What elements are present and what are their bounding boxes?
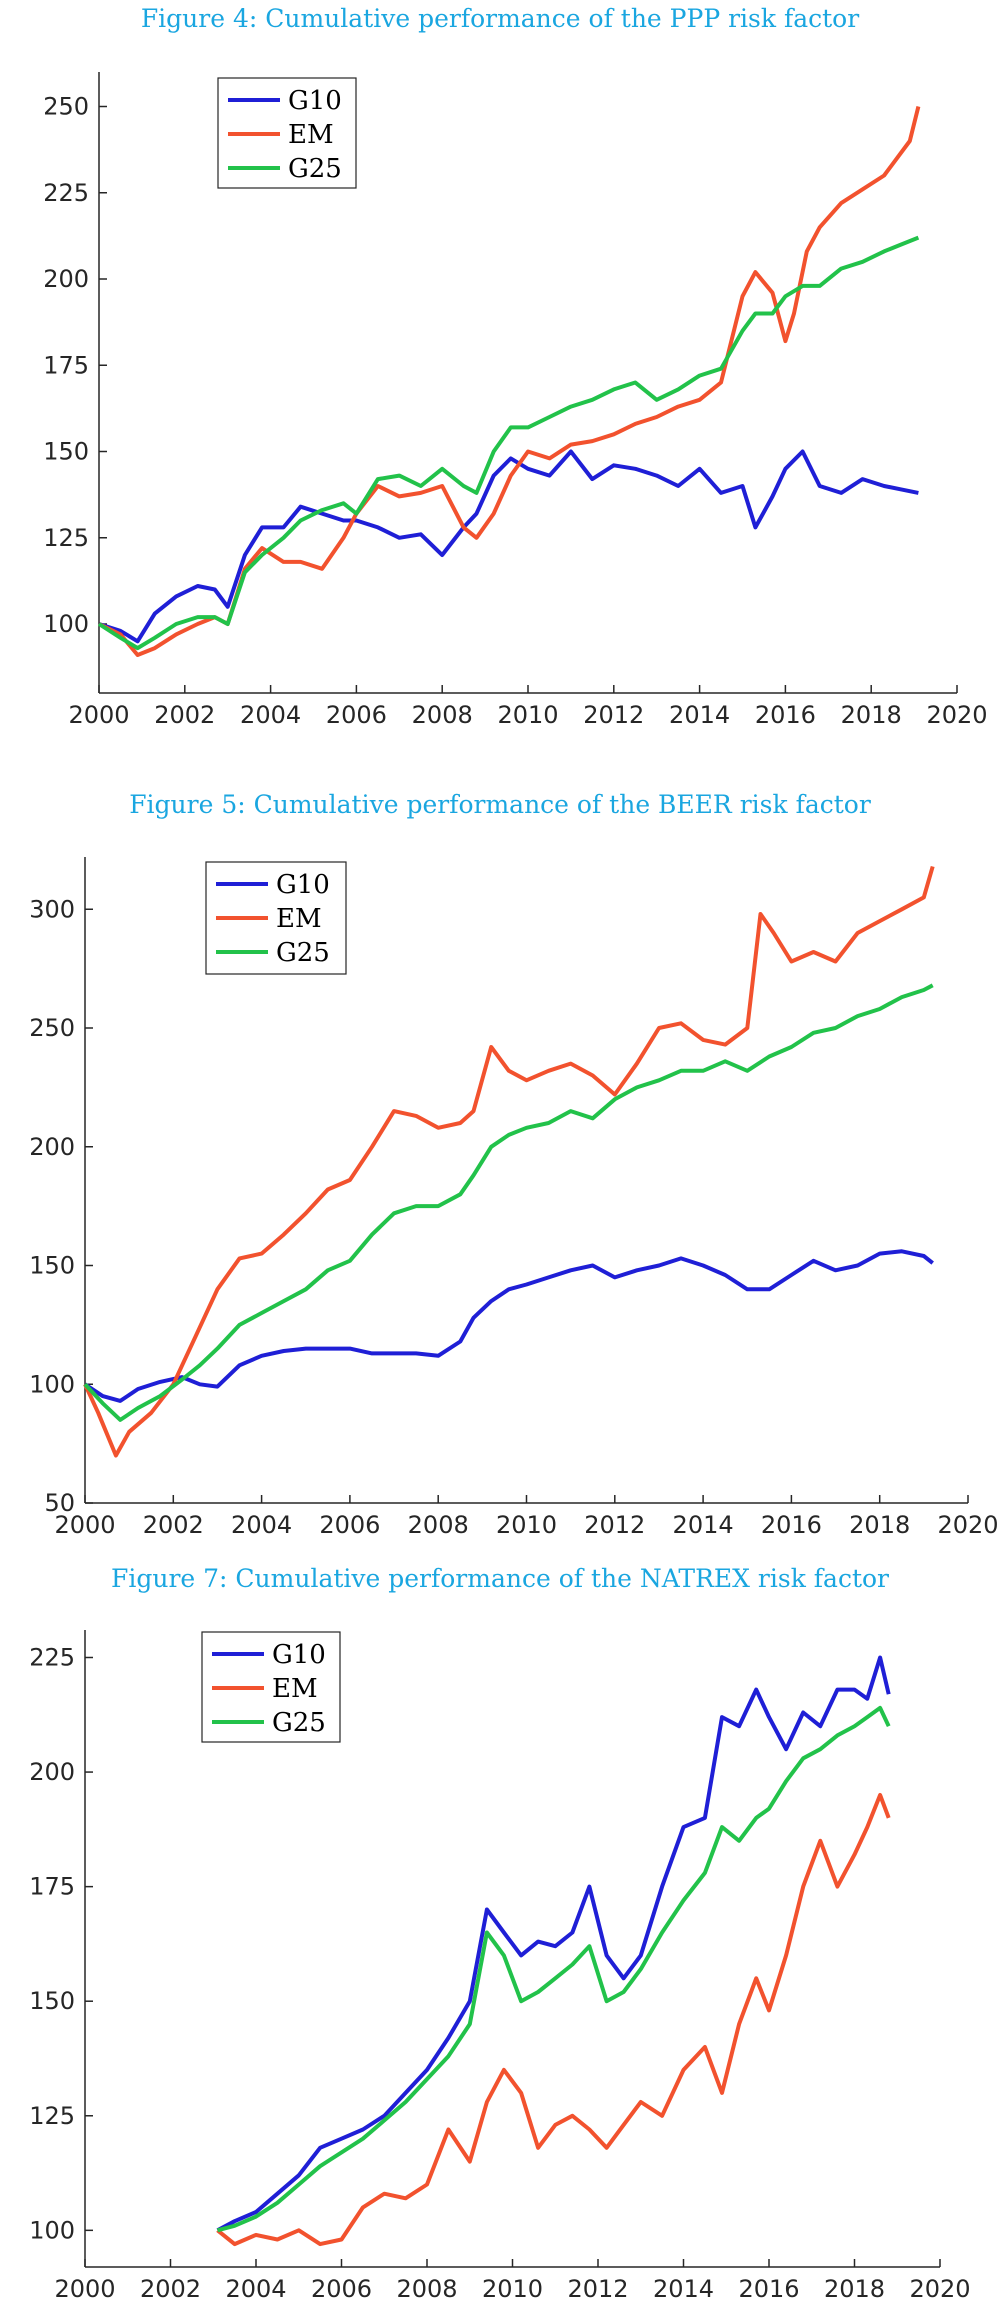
series-line-g25 [216, 1705, 891, 2233]
y-tick-label: 300 [29, 895, 75, 923]
y-tick-label: 150 [43, 438, 89, 466]
x-tick-label: 2006 [326, 701, 387, 729]
x-tick-label: 2020 [937, 1511, 998, 1539]
y-tick-label: 225 [29, 1643, 75, 1671]
y-tick-label: 175 [43, 351, 89, 379]
x-tick-label: 2010 [482, 2275, 543, 2303]
y-tick-label: 250 [43, 93, 89, 121]
x-tick-label: 2004 [225, 2275, 286, 2303]
legend-label-em: EM [288, 120, 334, 150]
y-tick-label: 150 [29, 1987, 75, 2015]
y-tick-label: 200 [29, 1758, 75, 1786]
legend-label-g25: G25 [272, 1708, 326, 1738]
y-tick-label: 50 [44, 1489, 75, 1517]
ppp-line-chart: 2000 2002 2004 2006 2008 2010 2012 2014 2016 2018… [43, 72, 988, 729]
x-tick-label: 2002 [143, 1511, 204, 1539]
series-line-g25 [97, 235, 920, 651]
series-line-em [216, 1793, 891, 2247]
x-tick-label: 2008 [408, 1511, 469, 1539]
x-tick-label: 2012 [584, 1511, 645, 1539]
series-line-em [83, 865, 935, 1458]
x-tick-label: 2014 [653, 2275, 714, 2303]
x-tick-label: 2004 [240, 701, 301, 729]
x-tick-label: 2004 [231, 1511, 292, 1539]
figure-7-title: Figure 7: Cumulative performance of the … [111, 1564, 889, 1593]
x-tick-label: 2012 [567, 2275, 628, 2303]
x-tick-label: 2012 [583, 701, 644, 729]
legend-label-em: EM [272, 1674, 318, 1704]
series-line-g10 [98, 449, 919, 644]
figure-5-title: Figure 5: Cumulative performance of the … [129, 790, 871, 819]
x-tick-label: 2008 [396, 2275, 457, 2303]
y-tick-label: 100 [29, 1370, 75, 1398]
x-tick-label: 2018 [824, 2275, 885, 2303]
legend-label-g10: G10 [272, 1640, 326, 1670]
x-tick-label: 2020 [909, 2275, 970, 2303]
x-tick-label: 2018 [841, 701, 902, 729]
x-tick-label: 2020 [926, 701, 987, 729]
y-tick-label: 150 [29, 1252, 75, 1280]
x-tick-label: 2000 [68, 701, 129, 729]
x-tick-label: 2002 [140, 2275, 201, 2303]
y-tick-label: 200 [29, 1133, 75, 1161]
y-tick-label: 100 [43, 610, 89, 638]
x-tick-label: 2002 [154, 701, 215, 729]
series-line-g10 [83, 1249, 934, 1403]
beer-line-chart: 2000 2002 2004 2006 2008 2010 2012 2014 2016 2018… [29, 857, 999, 1539]
x-tick-label: 2006 [311, 2275, 372, 2303]
x-tick-label: 2000 [54, 1511, 115, 1539]
legend-label-g10: G10 [276, 870, 330, 900]
y-tick-label: 125 [29, 2102, 75, 2130]
x-tick-label: 2000 [54, 2275, 115, 2303]
y-tick-label: 100 [29, 2216, 75, 2244]
y-tick-label: 200 [43, 265, 89, 293]
x-tick-label: 2010 [497, 701, 558, 729]
y-tick-label: 125 [43, 524, 89, 552]
figure-4-title: Figure 4: Cumulative performance of the … [140, 4, 860, 33]
y-tick-label: 250 [29, 1014, 75, 1042]
x-tick-label: 2010 [496, 1511, 557, 1539]
x-tick-label: 2016 [738, 2275, 799, 2303]
legend-label-em: EM [276, 904, 322, 934]
legend-label-g25: G25 [288, 154, 342, 184]
series-line-g10 [216, 1655, 891, 2233]
x-tick-label: 2016 [761, 1511, 822, 1539]
x-tick-label: 2016 [755, 701, 816, 729]
series-line-g25 [83, 983, 934, 1422]
y-tick-label: 175 [29, 1873, 75, 1901]
x-tick-label: 2006 [319, 1511, 380, 1539]
x-tick-label: 2014 [669, 701, 730, 729]
legend-label-g10: G10 [288, 86, 342, 116]
y-tick-label: 225 [43, 179, 89, 207]
x-tick-label: 2014 [673, 1511, 734, 1539]
x-tick-label: 2018 [849, 1511, 910, 1539]
legend-label-g25: G25 [276, 938, 330, 968]
x-tick-label: 2008 [412, 701, 473, 729]
